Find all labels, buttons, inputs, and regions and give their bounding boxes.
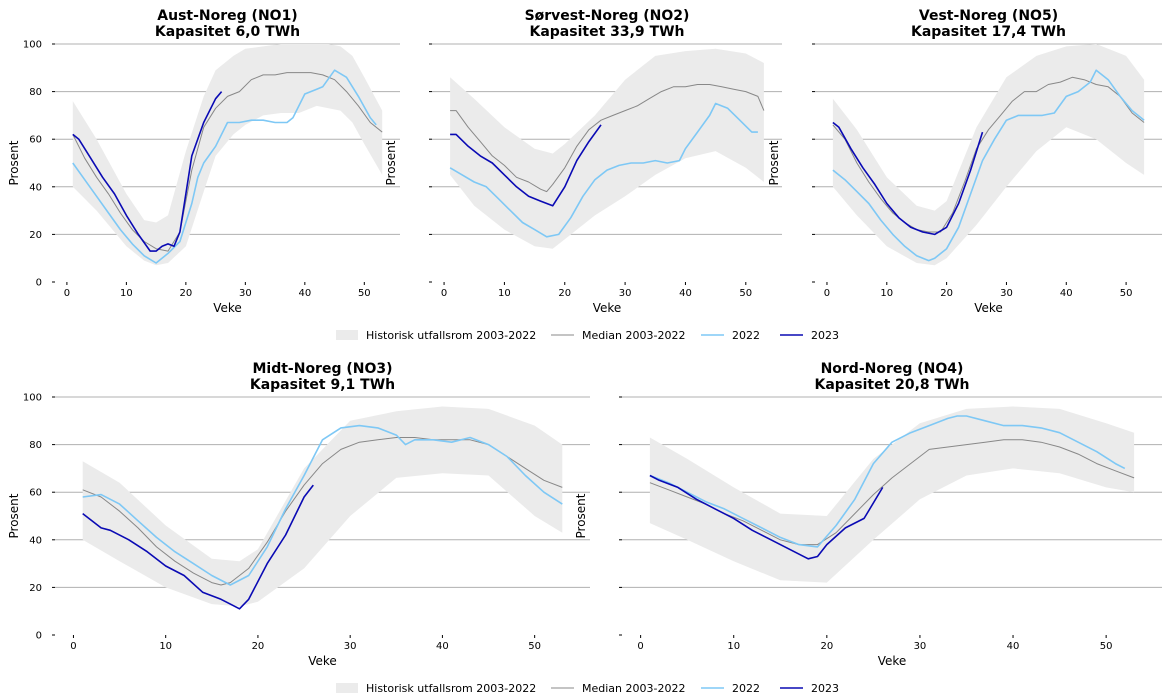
x-tick-label: 30	[914, 641, 927, 652]
median-line	[832, 76, 1145, 233]
line-2023	[72, 91, 223, 252]
y-tick-label: 60	[29, 488, 42, 499]
historical-range-band	[72, 44, 383, 266]
x-tick-label: 50	[1100, 641, 1113, 652]
x-tick-label: 0	[824, 288, 830, 299]
legend-2: Historisk utfallsrom 2003-2022 Median 200…	[336, 682, 839, 695]
chart-panel-1: Aust-Noreg (NO1)Kapasitet 6,0 TWh 0 20 40 60…	[7, 8, 400, 315]
legend-label-2022: 2022	[732, 682, 760, 695]
chart-title: Aust-Noreg (NO1)	[157, 8, 297, 24]
x-tick-label: 40	[679, 288, 692, 299]
y-axis-label: Prosent	[574, 493, 588, 538]
y-tick-label: 0	[36, 278, 42, 289]
x-tick-label: 50	[739, 288, 752, 299]
y-tick-label: 80	[29, 440, 42, 451]
x-tick-label: 10	[880, 288, 893, 299]
chart-subtitle: Kapasitet 6,0 TWh	[155, 24, 300, 40]
x-tick-label: 10	[159, 641, 172, 652]
y-tick-label: 20	[29, 230, 42, 241]
x-tick-label: 20	[558, 288, 571, 299]
x-tick-label: 50	[358, 288, 371, 299]
y-tick-label: 80	[29, 87, 42, 98]
legend-label-median: Median 2003-2022	[582, 682, 685, 695]
x-tick-label: 0	[637, 641, 643, 652]
legend-1: Historisk utfallsrom 2003-2022 Median 200…	[336, 329, 839, 342]
x-axis-label: Veke	[308, 654, 337, 668]
x-tick-label: 0	[441, 288, 447, 299]
chart-panel-2: Sørvest-Noreg (NO2)Kapasitet 33,9 TWh 0 10…	[384, 8, 782, 315]
y-tick-label: 20	[29, 583, 42, 594]
x-tick-label: 20	[820, 641, 833, 652]
line-2023	[82, 484, 314, 610]
line-2023	[649, 474, 884, 560]
y-tick-label: 40	[29, 535, 42, 546]
line-2023	[832, 121, 984, 236]
median-line	[450, 84, 765, 193]
x-axis-label: Veke	[213, 301, 242, 315]
historical-range-band	[82, 406, 563, 607]
x-tick-label: 50	[1120, 288, 1133, 299]
legend-label-2023: 2023	[811, 329, 839, 342]
median-line	[72, 72, 383, 252]
x-tick-label: 40	[436, 641, 449, 652]
chart-subtitle: Kapasitet 9,1 TWh	[250, 377, 395, 393]
line-2022	[72, 69, 377, 264]
line-2022	[649, 415, 1126, 548]
chart-panel-4: Midt-Noreg (NO3)Kapasitet 9,1 TWh 0 20 40 60…	[7, 361, 590, 668]
median-line	[82, 437, 563, 586]
legend-label-median: Median 2003-2022	[582, 329, 685, 342]
chart-subtitle: Kapasitet 17,4 TWh	[911, 24, 1066, 40]
line-2022	[82, 424, 563, 586]
x-axis-label: Veke	[593, 301, 622, 315]
y-tick-label: 60	[29, 135, 42, 146]
chart-title: Sørvest-Noreg (NO2)	[525, 8, 690, 24]
legend-label-2023: 2023	[811, 682, 839, 695]
line-2023	[450, 124, 602, 207]
legend-swatch-band	[336, 683, 358, 693]
x-tick-label: 20	[252, 641, 265, 652]
x-tick-label: 10	[498, 288, 511, 299]
x-tick-label: 40	[1060, 288, 1073, 299]
y-tick-label: 100	[23, 393, 42, 404]
legend-swatch-band	[336, 330, 358, 340]
y-tick-label: 0	[36, 631, 42, 642]
legend-label-2022: 2022	[732, 329, 760, 342]
x-tick-label: 20	[179, 288, 192, 299]
legend-label-band: Historisk utfallsrom 2003-2022	[366, 682, 536, 695]
x-tick-label: 30	[1000, 288, 1013, 299]
x-axis-label: Veke	[878, 654, 907, 668]
x-tick-label: 10	[727, 641, 740, 652]
x-tick-label: 20	[940, 288, 953, 299]
line-2022	[449, 102, 758, 238]
chart-panel-3: Vest-Noreg (NO5)Kapasitet 17,4 TWh 0 10 20 3…	[767, 8, 1162, 315]
x-tick-label: 40	[1007, 641, 1020, 652]
chart-subtitle: Kapasitet 20,8 TWh	[814, 377, 969, 393]
x-tick-label: 0	[70, 641, 76, 652]
line-2022	[832, 69, 1145, 262]
historical-range-band	[450, 48, 764, 249]
x-axis-label: Veke	[974, 301, 1003, 315]
historical-range-band	[832, 44, 1145, 266]
x-tick-label: 10	[120, 288, 133, 299]
historical-range-band	[649, 406, 1135, 583]
chart-panel-5: Nord-Noreg (NO4)Kapasitet 20,8 TWh 0 10 20 3…	[574, 361, 1162, 668]
y-axis-label: Prosent	[7, 140, 21, 185]
y-tick-label: 100	[23, 40, 42, 51]
y-axis-label: Prosent	[767, 140, 781, 185]
x-tick-label: 30	[619, 288, 632, 299]
x-tick-label: 30	[239, 288, 252, 299]
chart-title: Vest-Noreg (NO5)	[919, 8, 1058, 24]
chart-subtitle: Kapasitet 33,9 TWh	[529, 24, 684, 40]
x-tick-label: 50	[528, 641, 541, 652]
legend-label-band: Historisk utfallsrom 2003-2022	[366, 329, 536, 342]
x-tick-label: 40	[298, 288, 311, 299]
y-axis-label: Prosent	[384, 140, 398, 185]
x-tick-label: 0	[64, 288, 70, 299]
chart-title: Midt-Noreg (NO3)	[252, 361, 392, 377]
x-tick-label: 30	[344, 641, 357, 652]
chart-title: Nord-Noreg (NO4)	[821, 361, 964, 377]
y-axis-label: Prosent	[7, 493, 21, 538]
y-tick-label: 40	[29, 182, 42, 193]
